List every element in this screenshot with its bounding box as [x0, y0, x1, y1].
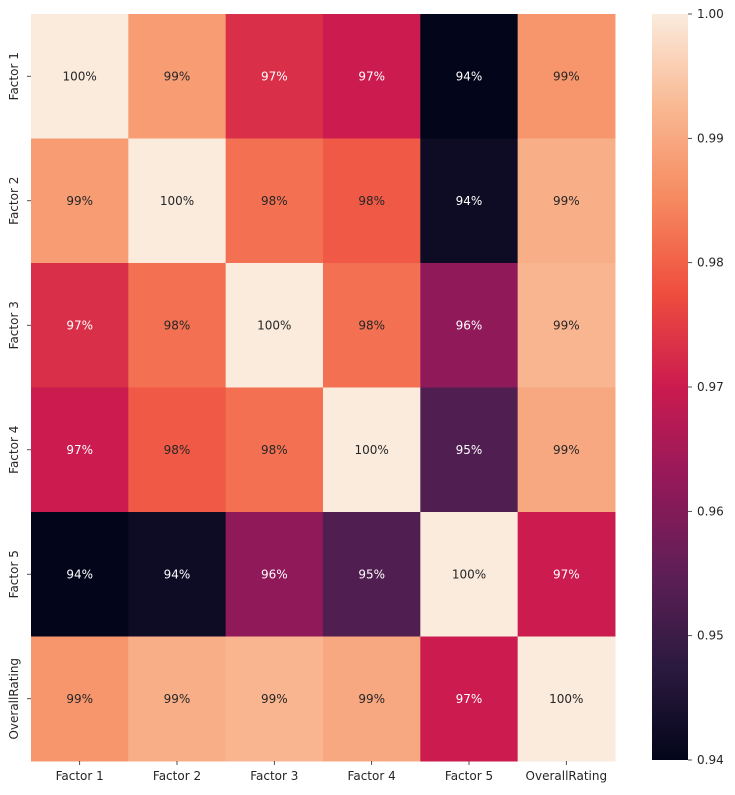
colorbar-tick-label: 0.96 — [697, 504, 724, 518]
heatmap-cell — [31, 263, 129, 388]
colorbar-tick-label: 0.97 — [697, 380, 724, 394]
colorbar-tick-label: 0.94 — [697, 753, 724, 767]
cell-annotation: 99% — [553, 69, 580, 83]
x-tick-label: Factor 1 — [56, 769, 104, 783]
heatmap-cell — [517, 636, 616, 762]
x-axis: Factor 1 Factor 2 Factor 3 Factor 4 Factor 5… — [56, 761, 608, 783]
colorbar-tick-label: 0.98 — [697, 256, 724, 270]
cell-annotation: 99% — [66, 194, 93, 208]
colorbar-tick-label: 0.99 — [697, 131, 724, 145]
heatmap-cell — [31, 138, 129, 264]
heatmap-cell — [420, 387, 519, 513]
cell-annotation: 94% — [456, 194, 483, 208]
x-tick-label: Factor 5 — [445, 769, 493, 783]
y-tick-label: Factor 4 — [7, 426, 21, 474]
y-tick-label: Factor 5 — [7, 550, 21, 598]
heatmap-cell — [225, 512, 324, 637]
cell-annotation: 97% — [66, 443, 93, 457]
heatmap-cell — [420, 512, 519, 637]
cell-annotation: 98% — [358, 318, 385, 332]
cell-annotation: 96% — [456, 318, 483, 332]
cell-annotation: 98% — [261, 443, 288, 457]
heatmap-cell — [31, 512, 129, 637]
colorbar-tick-label: 1.00 — [697, 7, 724, 21]
heatmap-cell — [31, 387, 129, 513]
heatmap-cell — [225, 636, 324, 762]
cell-annotation: 99% — [261, 692, 288, 706]
heatmap-cell — [322, 14, 421, 139]
cell-annotation: 94% — [66, 567, 93, 581]
cell-annotation: 96% — [261, 567, 288, 581]
heatmap-cell — [225, 138, 324, 264]
cell-annotation: 99% — [164, 692, 191, 706]
cell-annotation: 97% — [553, 567, 580, 581]
heatmap-cell — [128, 14, 227, 139]
x-tick-label: Factor 4 — [348, 769, 396, 783]
heatmap-cell — [517, 263, 616, 388]
colorbar: 0.94 0.95 0.96 0.97 0.98 0.99 1.00 — [652, 7, 724, 767]
cell-annotation: 98% — [164, 318, 191, 332]
cell-annotation: 100% — [257, 318, 291, 332]
heatmap-cell — [322, 387, 421, 513]
cell-annotation: 97% — [66, 318, 93, 332]
heatmap-cell — [225, 387, 324, 513]
colorbar-gradient — [652, 14, 688, 760]
cell-annotation: 100% — [452, 567, 486, 581]
heatmap-cell — [322, 636, 421, 762]
cell-annotation: 95% — [456, 443, 483, 457]
heatmap-cell — [517, 512, 616, 637]
heatmap-cells: 100% 99% 97% 97% 94% 99% 99% 100% 98% 98% 94% 99% 97… — [31, 14, 616, 762]
cell-annotation: 98% — [358, 194, 385, 208]
heatmap-cell — [128, 138, 227, 264]
heatmap-cell — [128, 263, 227, 388]
cell-annotation: 98% — [261, 194, 288, 208]
cell-annotation: 97% — [456, 692, 483, 706]
heatmap-cell — [420, 263, 519, 388]
heatmap-cell — [31, 14, 129, 139]
cell-annotation: 100% — [63, 69, 97, 83]
cell-annotation: 97% — [358, 69, 385, 83]
cell-annotation: 98% — [164, 443, 191, 457]
heatmap-cell — [31, 636, 129, 762]
heatmap-cell — [517, 138, 616, 264]
heatmap-cell — [322, 138, 421, 264]
heatmap-cell — [225, 263, 324, 388]
y-tick-label: Factor 1 — [7, 52, 21, 100]
y-tick-label: Factor 2 — [7, 177, 21, 225]
heatmap-cell — [420, 138, 519, 264]
heatmap-cell — [128, 512, 227, 637]
y-axis: Factor 1 Factor 2 Factor 3 Factor 4 Factor 5… — [7, 52, 31, 740]
heatmap-cell — [128, 636, 227, 762]
cell-annotation: 99% — [553, 443, 580, 457]
heatmap-cell — [225, 14, 324, 139]
cell-annotation: 99% — [553, 318, 580, 332]
cell-annotation: 99% — [66, 692, 93, 706]
heatmap-cell — [420, 14, 519, 139]
cell-annotation: 100% — [160, 194, 194, 208]
cell-annotation: 97% — [261, 69, 288, 83]
cell-annotation: 94% — [164, 567, 191, 581]
heatmap-cell — [420, 636, 519, 762]
cell-annotation: 100% — [549, 692, 583, 706]
y-tick-label: OverallRating — [7, 658, 21, 740]
heatmap-cell — [128, 387, 227, 513]
cell-annotation: 95% — [358, 567, 385, 581]
heatmap-cell — [322, 263, 421, 388]
cell-annotation: 99% — [164, 69, 191, 83]
cell-annotation: 100% — [354, 443, 388, 457]
cell-annotation: 99% — [553, 194, 580, 208]
heatmap-cell — [322, 512, 421, 637]
heatmap-cell — [517, 14, 616, 139]
cell-annotation: 94% — [456, 69, 483, 83]
colorbar-tick-label: 0.95 — [697, 629, 724, 643]
x-tick-label: OverallRating — [526, 769, 608, 783]
y-tick-label: Factor 3 — [7, 301, 21, 349]
heatmap-cell — [517, 387, 616, 513]
x-tick-label: Factor 3 — [250, 769, 298, 783]
x-tick-label: Factor 2 — [153, 769, 201, 783]
cell-annotation: 99% — [358, 692, 385, 706]
